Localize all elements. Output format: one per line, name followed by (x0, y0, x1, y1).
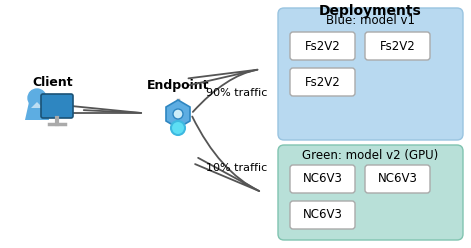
FancyBboxPatch shape (365, 32, 430, 60)
Text: Client: Client (32, 75, 73, 89)
Text: Fs2V2: Fs2V2 (305, 39, 341, 53)
Text: NC6V3: NC6V3 (302, 209, 342, 221)
Text: Green: model v2 (GPU): Green: model v2 (GPU) (302, 149, 439, 161)
Text: Blue: model v1: Blue: model v1 (326, 13, 415, 27)
Text: 90% traffic: 90% traffic (206, 88, 268, 98)
Text: NC6V3: NC6V3 (378, 173, 417, 186)
Circle shape (173, 109, 183, 119)
Polygon shape (166, 100, 190, 128)
Polygon shape (31, 102, 43, 108)
Polygon shape (25, 102, 49, 120)
Text: NC6V3: NC6V3 (302, 173, 342, 186)
FancyBboxPatch shape (290, 68, 355, 96)
FancyBboxPatch shape (290, 32, 355, 60)
Text: Fs2V2: Fs2V2 (305, 75, 341, 89)
FancyBboxPatch shape (278, 8, 463, 140)
FancyBboxPatch shape (290, 201, 355, 229)
Text: Endpoint: Endpoint (147, 80, 209, 93)
FancyBboxPatch shape (278, 145, 463, 240)
Text: Deployments: Deployments (319, 4, 422, 18)
FancyBboxPatch shape (290, 165, 355, 193)
Circle shape (171, 121, 185, 135)
FancyBboxPatch shape (365, 165, 430, 193)
FancyBboxPatch shape (41, 94, 73, 118)
Text: Fs2V2: Fs2V2 (380, 39, 415, 53)
Circle shape (28, 89, 46, 107)
Text: 10% traffic: 10% traffic (206, 163, 268, 173)
